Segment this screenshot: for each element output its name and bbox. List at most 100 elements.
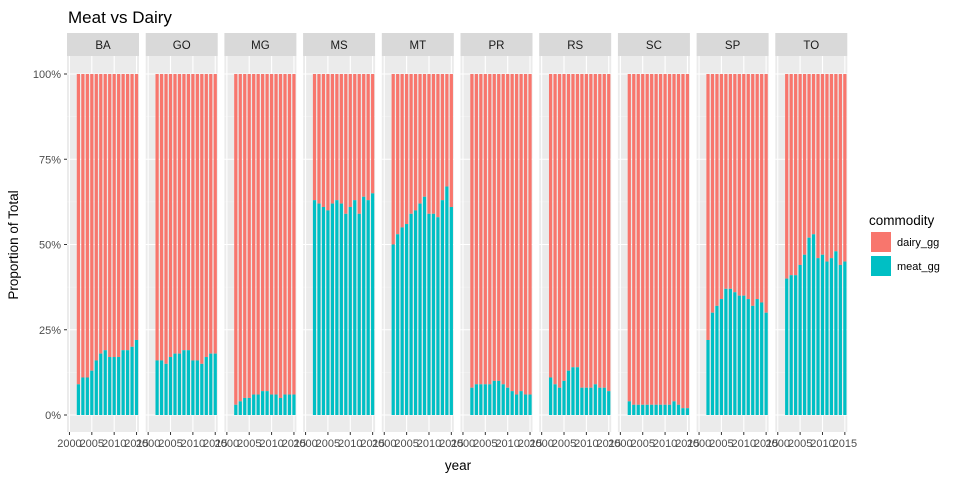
x-axis-title: year <box>445 458 472 473</box>
bar-dairy-2012 <box>751 74 755 306</box>
bar-dairy-2011 <box>117 74 121 358</box>
bar-dairy-2013 <box>283 74 287 395</box>
x-tick-label: 2015 <box>596 438 620 450</box>
bar-meat-2008 <box>654 404 658 415</box>
bar-meat-2010 <box>663 404 667 415</box>
bar-meat-2010 <box>427 213 431 415</box>
bar-dairy-2013 <box>204 74 208 358</box>
bar-meat-2002 <box>76 384 81 415</box>
bar-meat-2003 <box>710 312 715 415</box>
y-axis: 0% 25% 50% 75% 100% <box>33 69 67 422</box>
bar-dairy-2012 <box>200 74 204 364</box>
bar-dairy-2007 <box>492 74 496 381</box>
bar-meat-2014 <box>287 394 292 415</box>
bar-meat-2008 <box>103 350 107 415</box>
bar-meat-2011 <box>589 387 593 415</box>
bar-dairy-2004 <box>85 74 89 378</box>
bar-meat-2012 <box>829 258 834 415</box>
bar-meat-2008 <box>733 292 737 415</box>
bar-meat-2005 <box>405 224 409 415</box>
bar-meat-2011 <box>353 200 357 415</box>
bar-meat-2006 <box>645 404 649 415</box>
facet-strip-label: MS <box>330 40 348 52</box>
bar-meat-2013 <box>598 387 602 415</box>
bar-dairy-2007 <box>728 74 732 289</box>
bar-meat-2010 <box>820 254 825 415</box>
bar-dairy-2010 <box>269 74 274 395</box>
bar-meat-2008 <box>575 367 580 415</box>
x-tick-label: 2000 <box>687 438 711 450</box>
bar-dairy-2009 <box>658 74 663 405</box>
bar-meat-2010 <box>584 387 588 415</box>
bar-dairy-2008 <box>339 74 343 204</box>
x-tick-label: 2010 <box>732 438 756 450</box>
bar-meat-2015 <box>685 408 690 415</box>
bar-meat-2007 <box>650 404 654 415</box>
legend-label-dairy: dairy_gg <box>897 237 939 249</box>
facet-strip-label: MT <box>409 40 426 52</box>
x-tick-label: 2000 <box>529 438 553 450</box>
y-tick-label: 0% <box>45 410 61 422</box>
bar-dairy-2008 <box>733 74 737 293</box>
bar-dairy-2004 <box>636 74 640 405</box>
bar-dairy-2015 <box>449 74 453 207</box>
bar-meat-2010 <box>506 387 510 415</box>
bar-dairy-2006 <box>566 74 571 371</box>
bar-dairy-2008 <box>182 74 186 351</box>
bar-meat-2008 <box>261 391 265 415</box>
x-tick-label: 2015 <box>124 438 148 450</box>
facet-strip <box>460 33 533 56</box>
bar-meat-2010 <box>191 360 195 415</box>
bar-meat-2015 <box>764 312 768 415</box>
bar-meat-2004 <box>715 305 719 415</box>
bar-dairy-2005 <box>641 74 645 405</box>
bar-meat-2012 <box>357 213 361 415</box>
bar-dairy-2002 <box>706 74 710 340</box>
bar-dairy-2011 <box>353 74 357 201</box>
x-tick-label: 2010 <box>102 438 126 450</box>
facet-strip-label: SP <box>725 40 741 52</box>
x-tick-label: 2015 <box>754 438 778 450</box>
bar-meat-2005 <box>798 264 802 415</box>
bar-meat-2011 <box>667 404 672 415</box>
bar-meat-2009 <box>344 213 348 415</box>
bar-meat-2006 <box>252 394 256 415</box>
bar-dairy-2010 <box>820 74 825 255</box>
bar-meat-2004 <box>557 387 562 415</box>
facet-strip-label: GO <box>173 40 191 52</box>
facet-strip <box>617 33 690 56</box>
bar-dairy-2005 <box>405 74 409 225</box>
bar-meat-2013 <box>755 299 759 415</box>
x-tick-label: 2015 <box>675 438 699 450</box>
x-tick-label: 2015 <box>282 438 306 450</box>
bar-dairy-2014 <box>209 74 213 354</box>
bar-dairy-2011 <box>274 74 278 395</box>
bar-dairy-2014 <box>287 74 292 395</box>
bar-dairy-2014 <box>681 74 685 409</box>
bar-dairy-2005 <box>562 74 566 381</box>
bar-dairy-2003 <box>317 74 321 204</box>
bar-dairy-2006 <box>802 74 807 255</box>
x-tick-label: 2000 <box>293 438 317 450</box>
bar-meat-2008 <box>811 234 816 415</box>
bar-meat-2007 <box>807 237 811 415</box>
bar-dairy-2008 <box>575 74 580 368</box>
facet-strip <box>539 33 612 56</box>
bar-dairy-2006 <box>94 74 98 361</box>
facet-strip <box>381 33 454 56</box>
bar-dairy-2004 <box>794 74 798 276</box>
bar-dairy-2012 <box>593 74 597 385</box>
bar-dairy-2008 <box>811 74 816 235</box>
bar-meat-2006 <box>802 254 807 415</box>
bar-dairy-2009 <box>344 74 348 214</box>
bar-meat-2006 <box>330 203 335 415</box>
bar-dairy-2010 <box>506 74 510 388</box>
facet-strip <box>67 33 139 56</box>
bar-meat-2003 <box>396 234 400 415</box>
bar-meat-2008 <box>182 350 186 415</box>
bar-dairy-2003 <box>81 74 85 378</box>
bar-dairy-2005 <box>483 74 487 385</box>
bar-meat-2009 <box>422 196 427 415</box>
